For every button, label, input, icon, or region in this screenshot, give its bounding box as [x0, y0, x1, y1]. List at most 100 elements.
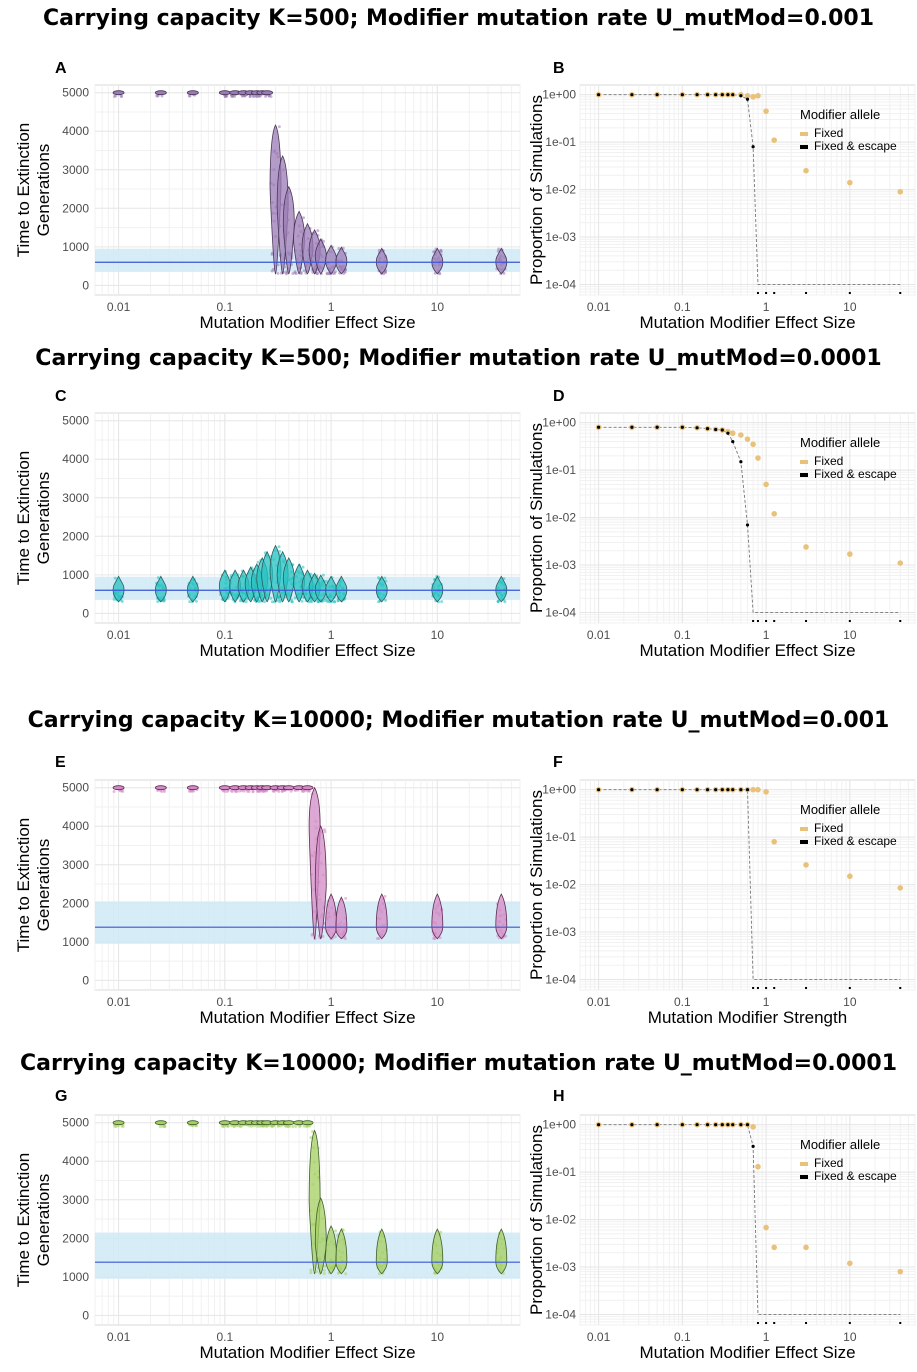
x-tick-label: 0.1: [674, 1330, 691, 1344]
point-fixed: [750, 441, 756, 448]
point-fixed: [847, 551, 853, 557]
legend-label: Fixed: [814, 821, 844, 835]
x-axis-label: Mutation Modifier Effect Size: [199, 641, 416, 660]
point-escape: [596, 425, 601, 429]
x-tick-label: 10: [431, 995, 445, 1009]
x-tick-label: 10: [431, 300, 445, 314]
y-tick-label: 1e-03: [545, 1260, 576, 1274]
panel-letter-c: C: [55, 388, 67, 405]
legend: Modifier allele Fixed Fixed & escape: [800, 436, 897, 481]
point-escape: [848, 987, 851, 989]
point-escape: [745, 97, 750, 101]
panel-letter-f: F: [553, 754, 563, 771]
baseline-band: [95, 901, 520, 944]
chart-panel-c: 0 1000 2000 3000 4000 5000 0.01 0.1 1 10 Time to E…: [0, 408, 530, 668]
x-tick-label: 0.1: [216, 628, 233, 642]
point-escape: [805, 292, 808, 294]
row-title-4: Carrying capacity K=10000; Modifier muta…: [19, 1051, 897, 1076]
baseline-band: [95, 1232, 520, 1279]
y-tick-label: 1e+00: [542, 416, 576, 430]
point-escape: [805, 1322, 808, 1324]
point-escape: [731, 439, 735, 444]
point-escape: [705, 427, 710, 431]
point-escape: [756, 987, 759, 989]
point-escape: [756, 620, 759, 622]
violin-a-2: [186, 90, 199, 98]
x-tick-label: 1: [328, 628, 335, 642]
point-fixed: [755, 455, 761, 461]
point-escape: [596, 788, 601, 792]
panel-letter-e: E: [55, 754, 66, 771]
y-tick-label: 2000: [62, 529, 89, 543]
legend-label: Fixed & escape: [814, 467, 897, 481]
legend-title: Modifier allele: [800, 107, 881, 122]
x-tick-label: 10: [843, 628, 857, 642]
point-escape: [680, 425, 684, 429]
point-escape: [899, 292, 902, 294]
point-escape: [596, 1123, 601, 1127]
y-tick-label: 5000: [62, 1116, 89, 1130]
y-tick-label: 1e+00: [542, 1118, 576, 1132]
legend-item: Fixed: [800, 1157, 897, 1170]
point-escape: [805, 987, 808, 989]
y-tick-label: 1e-02: [545, 1213, 576, 1227]
violin-e-4: [229, 785, 242, 793]
y-tick-label: 1e-02: [545, 183, 576, 197]
legend-item: Fixed: [800, 127, 897, 140]
point-escape: [726, 93, 730, 97]
x-tick-label: 10: [431, 1330, 445, 1344]
y-tick-label: 1e-04: [545, 277, 576, 291]
legend-item: Fixed & escape: [800, 468, 897, 481]
y-tick-label: 1e+00: [542, 783, 576, 797]
point-escape: [731, 1123, 735, 1127]
point-escape: [745, 1123, 750, 1127]
point-fixed: [755, 92, 761, 99]
y-tick-label: 4000: [62, 819, 89, 833]
y-axis-label: Proportion of Simulations: [527, 95, 546, 285]
y-tick-label: 3000: [62, 491, 89, 505]
row-title-3: Carrying capacity K=10000; Modifier muta…: [27, 708, 890, 733]
point-escape: [720, 93, 724, 97]
point-escape: [705, 93, 710, 97]
x-tick-label: 1: [328, 1330, 335, 1344]
point-fixed: [803, 544, 809, 550]
point-escape: [765, 1322, 768, 1324]
x-axis-label: Mutation Modifier Effect Size: [199, 1008, 416, 1027]
point-fixed: [847, 179, 853, 186]
violin-a-19: [375, 247, 388, 276]
chart-panel-h: 1e-04 1e-03 1e-02 1e-01 1e+00 0.01 0.1 1 10 Propo…: [525, 1110, 917, 1372]
y-tick-label: 2000: [62, 201, 89, 215]
x-tick-label: 0.01: [107, 995, 131, 1009]
point-fixed: [847, 1260, 853, 1267]
x-tick-label: 0.1: [674, 300, 691, 314]
point-escape: [680, 788, 684, 792]
point-escape: [630, 93, 634, 97]
point-escape: [714, 93, 718, 97]
violin-a-16: [314, 238, 327, 276]
y-tick-label: 2000: [62, 896, 89, 910]
y-tick-label: 0: [82, 278, 89, 292]
point-fixed: [755, 1163, 761, 1170]
point-escape: [765, 987, 768, 989]
legend-key: [800, 1161, 808, 1166]
point-fixed: [897, 885, 904, 891]
violin-a-12: [282, 185, 295, 276]
x-tick-label: 0.1: [674, 995, 691, 1009]
point-escape: [739, 460, 743, 464]
violin-e-18: [335, 896, 348, 941]
x-tick-label: 1: [763, 995, 770, 1009]
y-axis-label: Time to Extinction Generations: [14, 1152, 53, 1288]
violin-g-12: [282, 1120, 295, 1129]
point-fixed: [897, 560, 904, 566]
chart-panel-b: 1e-04 1e-03 1e-02 1e-01 1e+00 0.01 0.1 1 10 Propo…: [525, 80, 917, 340]
x-axis-label: Mutation Modifier Effect Size: [199, 313, 416, 332]
point-escape: [765, 292, 768, 294]
legend-item: Fixed: [800, 455, 897, 468]
violin-a-17: [325, 244, 337, 276]
point-fixed: [744, 92, 751, 99]
x-axis-label: Mutation Modifier Effect Size: [199, 1343, 416, 1362]
point-escape: [773, 1322, 776, 1324]
legend-label: Fixed & escape: [814, 139, 897, 153]
legend-item: Fixed & escape: [800, 1170, 897, 1183]
trend-line: [598, 1124, 901, 1315]
